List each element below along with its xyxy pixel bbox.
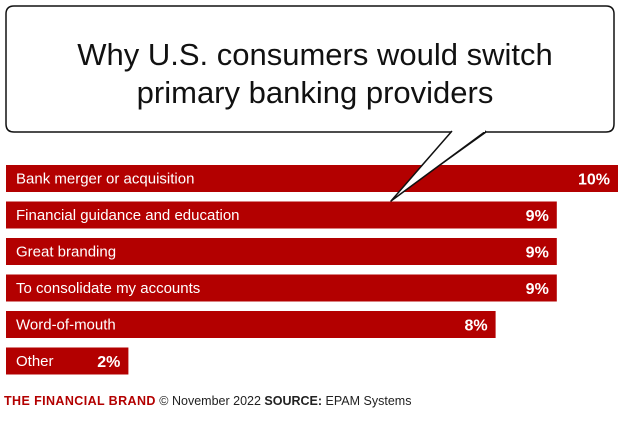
bar-label-great-branding: Great branding bbox=[16, 244, 116, 261]
bar-great-branding bbox=[6, 238, 557, 265]
bar-group-to-consolidate-my-accounts: To consolidate my accounts 9% bbox=[6, 274, 557, 302]
bar-group-other: Other 2% bbox=[6, 347, 129, 375]
bar-label-to-consolidate-my-accounts: To consolidate my accounts bbox=[16, 280, 200, 297]
bar-group-financial-guidance-and-education: Financial guidance and education 9% bbox=[6, 201, 557, 229]
bar-bank-merger-or-acquisition bbox=[6, 165, 618, 192]
bar-other bbox=[6, 347, 129, 375]
chart-title: Why U.S. consumers would switch primary … bbox=[25, 36, 605, 112]
bar-group-bank-merger-or-acquisition: Bank merger or acquisition 10% bbox=[6, 165, 618, 192]
bar-label-word-of-mouth: Word-of-mouth bbox=[16, 317, 116, 334]
footer-date: © November 2022 bbox=[159, 394, 261, 408]
chart-footer: THE FINANCIAL BRAND © November 2022 SOUR… bbox=[4, 394, 411, 408]
bar-financial-guidance-and-education bbox=[6, 201, 557, 229]
source-label: SOURCE: bbox=[264, 394, 323, 408]
source-value: EPAM Systems bbox=[325, 394, 412, 408]
bar-group-word-of-mouth: Word-of-mouth 8% bbox=[6, 311, 496, 338]
bar-value-great-branding: 9% bbox=[526, 245, 549, 262]
chart-title-line-1: Why U.S. consumers would switch bbox=[77, 37, 553, 72]
bar-to-consolidate-my-accounts bbox=[6, 274, 557, 302]
bar-value-word-of-mouth: 8% bbox=[464, 318, 487, 335]
bar-group-great-branding: Great branding 9% bbox=[6, 238, 557, 265]
bar-label-other: Other bbox=[16, 353, 54, 370]
chart-title-line-2: primary banking providers bbox=[136, 75, 494, 110]
bar-value-bank-merger-or-acquisition: 10% bbox=[578, 172, 610, 189]
bar-value-other: 2% bbox=[97, 354, 120, 371]
bar-value-to-consolidate-my-accounts: 9% bbox=[526, 281, 549, 298]
bar-label-financial-guidance-and-education: Financial guidance and education bbox=[16, 207, 240, 224]
bar-value-financial-guidance-and-education: 9% bbox=[526, 208, 549, 225]
bar-label-bank-merger-or-acquisition: Bank merger or acquisition bbox=[16, 171, 194, 188]
bar-word-of-mouth bbox=[6, 311, 496, 338]
brand-name: THE FINANCIAL BRAND bbox=[4, 394, 156, 408]
